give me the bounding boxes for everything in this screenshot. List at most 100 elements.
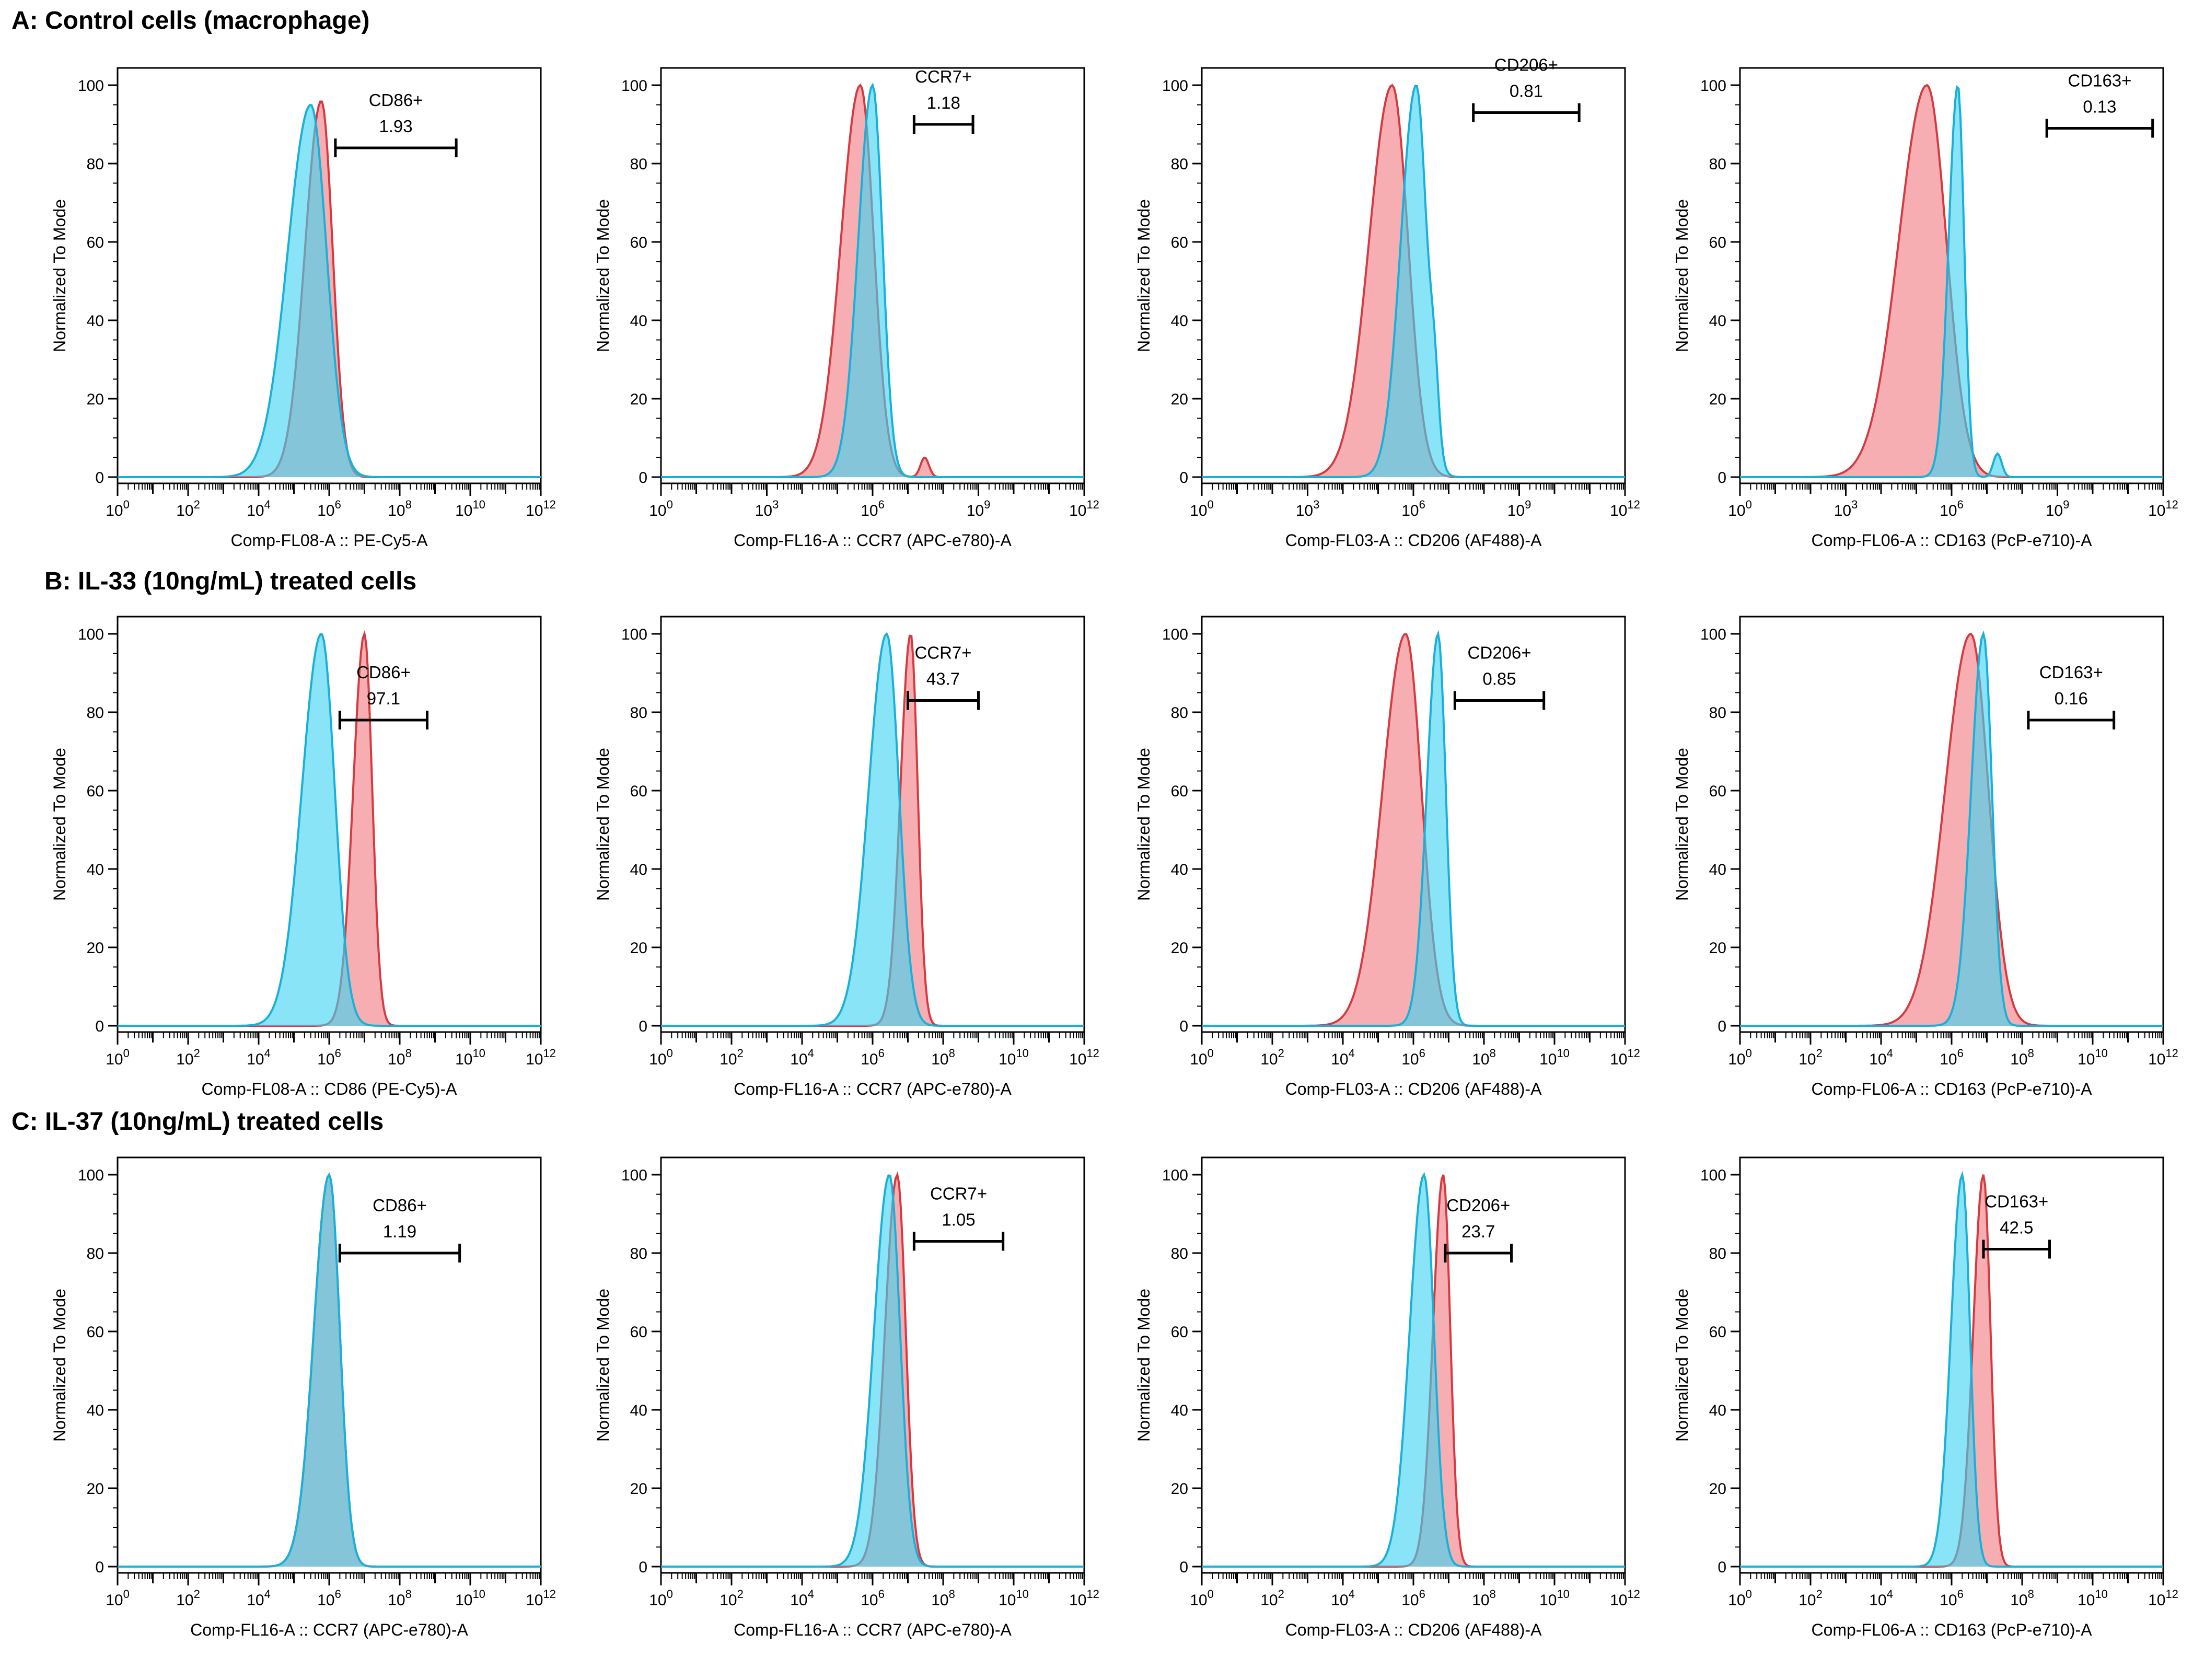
y-tick-label: 60 xyxy=(1171,234,1188,251)
x-tick-label: 108 xyxy=(931,1047,955,1068)
y-tick-label: 40 xyxy=(87,312,104,330)
isotype-histogram-line xyxy=(1202,1172,1625,1568)
stained-histogram-fill xyxy=(1740,634,2163,1026)
y-tick-label: 40 xyxy=(87,1402,104,1419)
y-tick-label: 100 xyxy=(78,626,104,643)
y-tick-label: 20 xyxy=(1171,1480,1188,1498)
y-axis-label: Normalized To Mode xyxy=(1673,199,1691,352)
y-tick-label: 20 xyxy=(87,940,104,957)
x-tick-label: 1012 xyxy=(526,498,556,519)
x-tick-label: 1012 xyxy=(526,1588,556,1609)
x-tick-label: 102 xyxy=(176,1047,200,1068)
y-tick-label: 0 xyxy=(1179,469,1188,486)
x-tick-label: 1012 xyxy=(2148,1588,2178,1609)
x-tick-label: 1010 xyxy=(455,1047,485,1068)
y-tick-label: 80 xyxy=(630,156,647,173)
x-tick-label: 1010 xyxy=(999,1047,1029,1068)
y-tick-label: 60 xyxy=(87,234,104,251)
isotype-histogram-fill xyxy=(661,634,1084,1026)
x-tick-label: 108 xyxy=(931,1588,955,1609)
y-axis-label: Normalized To Mode xyxy=(594,1289,612,1442)
x-tick-label: 106 xyxy=(1940,1047,1964,1068)
x-tick-label: 1012 xyxy=(2148,1047,2178,1068)
x-axis-label: Comp-FL16-A :: CCR7 (APC-e780)-A xyxy=(734,531,1012,550)
gate-value: 43.7 xyxy=(926,669,960,689)
y-tick-label: 60 xyxy=(630,234,647,251)
isotype-histogram-fill xyxy=(118,634,541,1026)
x-tick-label: 1010 xyxy=(455,498,485,519)
y-tick-label: 80 xyxy=(630,704,647,722)
x-tick-label: 102 xyxy=(176,1588,200,1609)
y-tick-label: 60 xyxy=(1709,783,1726,800)
y-tick-label: 0 xyxy=(639,469,647,486)
y-tick-label: 80 xyxy=(1171,1245,1188,1262)
x-tick-label: 102 xyxy=(1260,1588,1284,1609)
x-tick-label: 104 xyxy=(1331,1588,1355,1609)
x-axis-label: Comp-FL03-A :: CD206 (AF488)-A xyxy=(1285,531,1542,550)
gate-label: CD206+ xyxy=(1446,1196,1510,1215)
x-tick-label: 1010 xyxy=(1539,1588,1570,1609)
histogram-panels: 0 20 40 60 80 100 100 102 104 106 108 1010 1012 CD86+… xyxy=(50,55,2178,1640)
x-tick-label: 106 xyxy=(1401,1047,1425,1068)
x-axis-label: Comp-FL03-A :: CD206 (AF488)-A xyxy=(1285,1080,1542,1098)
x-tick-label: 1010 xyxy=(2078,1047,2108,1068)
x-tick-label: 102 xyxy=(176,498,200,519)
x-tick-label: 106 xyxy=(317,1588,341,1609)
y-tick-label: 0 xyxy=(639,1559,647,1576)
x-tick-label: 1012 xyxy=(1069,1047,1099,1068)
y-tick-label: 20 xyxy=(630,391,647,408)
x-tick-label: 1012 xyxy=(1610,498,1640,519)
x-tick-label: 108 xyxy=(1472,1047,1496,1068)
x-tick-label: 100 xyxy=(106,1588,130,1609)
x-tick-label: 108 xyxy=(388,498,412,519)
x-tick-label: 100 xyxy=(1190,1047,1214,1068)
y-tick-label: 80 xyxy=(87,704,104,722)
x-axis-label: Comp-FL16-A :: CCR7 (APC-e780)-A xyxy=(190,1620,468,1639)
y-tick-label: 100 xyxy=(621,1167,647,1184)
x-tick-label: 103 xyxy=(755,498,779,519)
y-tick-label: 80 xyxy=(1171,704,1188,722)
isotype-histogram-fill xyxy=(1202,86,1625,477)
histogram-panel: 0 20 40 60 80 100 100 102 104 106 108 1010 1012 CD86+… xyxy=(50,67,556,550)
y-axis-label: Normalized To Mode xyxy=(50,1289,69,1442)
x-tick-label: 109 xyxy=(967,498,991,519)
x-tick-label: 108 xyxy=(2010,1047,2034,1068)
gate-value: 0.16 xyxy=(2055,689,2088,708)
y-tick-label: 80 xyxy=(1171,156,1188,173)
gate-value: 0.85 xyxy=(1482,669,1516,689)
gate-value: 97.1 xyxy=(367,689,400,708)
isotype-histogram-line xyxy=(661,83,1084,478)
y-tick-label: 0 xyxy=(1179,1018,1188,1035)
x-tick-label: 100 xyxy=(106,498,130,519)
gate-label: CD86+ xyxy=(373,1196,427,1215)
gate-value: 23.7 xyxy=(1461,1222,1495,1241)
gate-value: 1.93 xyxy=(379,117,412,136)
gate-value: 42.5 xyxy=(2000,1218,2033,1237)
y-tick-label: 0 xyxy=(1718,1018,1726,1035)
x-tick-label: 102 xyxy=(720,1047,744,1068)
y-axis-label: Normalized To Mode xyxy=(1673,748,1691,901)
gate-label: CCR7+ xyxy=(914,643,971,663)
histogram-panel: 0 20 40 60 80 100 100 102 104 106 108 1010 1012 CD206… xyxy=(1134,616,1640,1098)
x-tick-label: 100 xyxy=(106,1047,130,1068)
y-tick-label: 40 xyxy=(630,312,647,330)
isotype-histogram-line xyxy=(1202,85,1625,478)
isotype-histogram-line xyxy=(1740,85,2163,478)
y-tick-label: 0 xyxy=(1179,1559,1188,1576)
histogram-panel: 0 20 40 60 80 100 100 102 104 106 108 1010 1012 CD163… xyxy=(1673,1156,2178,1639)
y-tick-label: 0 xyxy=(95,1018,104,1035)
isotype-histogram-line xyxy=(1202,630,1625,1027)
y-tick-label: 40 xyxy=(1709,1402,1726,1419)
x-tick-label: 100 xyxy=(1190,1588,1214,1609)
y-axis-label: Normalized To Mode xyxy=(1673,1289,1691,1442)
x-axis-label: Comp-FL08-A :: CD86 (PE-Cy5)-A xyxy=(201,1080,457,1098)
gate-label: CD206+ xyxy=(1468,643,1531,663)
y-axis-label: Normalized To Mode xyxy=(50,199,69,352)
histogram-panel: 0 20 40 60 80 100 100 102 104 106 108 1010 1012 CCR7+… xyxy=(594,1156,1099,1639)
gate-label: CD163+ xyxy=(2039,663,2103,682)
histogram-panel: 0 20 40 60 80 100 100 103 106 109 1012 CD163+ 0.13 No… xyxy=(1673,67,2178,550)
y-axis-label: Normalized To Mode xyxy=(1134,1289,1153,1442)
x-tick-label: 106 xyxy=(861,498,885,519)
y-axis-label: Normalized To Mode xyxy=(1134,199,1153,352)
isotype-histogram-line xyxy=(661,632,1084,1027)
